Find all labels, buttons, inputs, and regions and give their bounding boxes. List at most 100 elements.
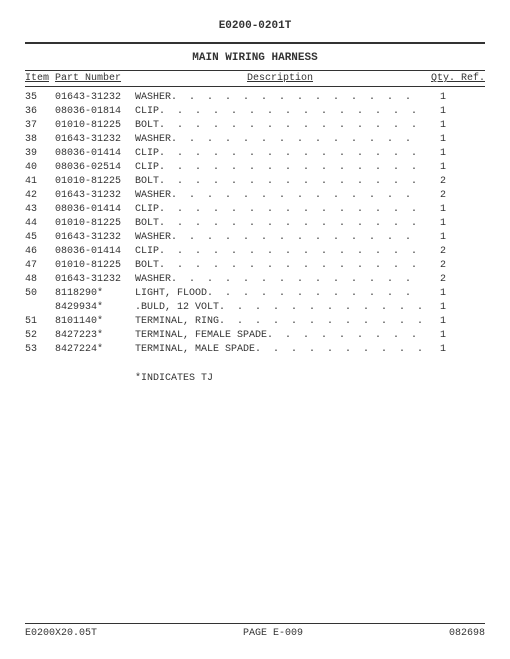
cell-desc: BOLT . . . . . . . . . . . . . . . . . .… — [135, 119, 425, 133]
cell-part: 8118290* — [55, 287, 135, 301]
footnote: *INDICATES TJ — [135, 373, 485, 384]
leader-dots: . . . . . . . . . . . . . . . . . . . . … — [159, 245, 425, 259]
leader-dots: . . . . . . . . . . . . . . . . . . . . … — [171, 231, 425, 245]
cell-part: 08036-01814 — [55, 105, 135, 119]
cell-qty: 1 — [425, 343, 485, 357]
cell-qty: 2 — [425, 259, 485, 273]
cell-qty: 1 — [425, 329, 485, 343]
cell-qty: 1 — [425, 133, 485, 147]
cell-desc: TERMINAL, FEMALE SPADE . . . . . . . . .… — [135, 329, 425, 343]
cell-desc: WASHER . . . . . . . . . . . . . . . . .… — [135, 189, 425, 203]
footer-left: E0200X20.05T — [25, 628, 97, 639]
leader-dots: . . . . . . . . . . . . . . . . . . . . … — [159, 203, 425, 217]
cell-qty: 2 — [425, 245, 485, 259]
cell-desc: CLIP . . . . . . . . . . . . . . . . . .… — [135, 245, 425, 259]
table-row: 8429934*.BULD, 12 VOLT . . . . . . . . .… — [25, 301, 485, 315]
table-row: 508118290*LIGHT, FLOOD . . . . . . . . .… — [25, 287, 485, 301]
cell-desc-text: TERMINAL, FEMALE SPADE — [135, 329, 267, 343]
cell-qty: 1 — [425, 161, 485, 175]
leader-dots: . . . . . . . . . . . . . . . . . . . . … — [159, 161, 425, 175]
cell-qty: 1 — [425, 301, 485, 315]
leader-dots: . . . . . . . . . . . . . . . . . . . . … — [171, 273, 425, 287]
table-row: 3908036-01414CLIP . . . . . . . . . . . … — [25, 147, 485, 161]
cell-desc-text: CLIP — [135, 161, 159, 175]
cell-desc-text: WASHER — [135, 273, 171, 287]
cell-part: 01643-31232 — [55, 189, 135, 203]
cell-item: 46 — [25, 245, 55, 259]
cell-item: 50 — [25, 287, 55, 301]
footer-center: PAGE E-009 — [243, 628, 303, 639]
cell-desc-text: TERMINAL, MALE SPADE — [135, 343, 255, 357]
cell-desc: TERMINAL, RING . . . . . . . . . . . . .… — [135, 315, 425, 329]
cell-qty: 1 — [425, 217, 485, 231]
cell-qty: 1 — [425, 315, 485, 329]
cell-desc: CLIP . . . . . . . . . . . . . . . . . .… — [135, 105, 425, 119]
leader-dots: . . . . . . . . . . . . . . . . . . . . … — [207, 287, 425, 301]
cell-desc-text: CLIP — [135, 147, 159, 161]
cell-desc-text: BOLT — [135, 259, 159, 273]
table-row: 4308036-01414CLIP . . . . . . . . . . . … — [25, 203, 485, 217]
cell-qty: 1 — [425, 105, 485, 119]
cell-desc: BOLT . . . . . . . . . . . . . . . . . .… — [135, 217, 425, 231]
cell-qty: 1 — [425, 91, 485, 105]
cell-part: 8101140* — [55, 315, 135, 329]
cell-item: 47 — [25, 259, 55, 273]
cell-part: 08036-01414 — [55, 147, 135, 161]
cell-desc: CLIP . . . . . . . . . . . . . . . . . .… — [135, 147, 425, 161]
cell-desc-text: WASHER — [135, 91, 171, 105]
cell-item: 36 — [25, 105, 55, 119]
cell-desc: WASHER . . . . . . . . . . . . . . . . .… — [135, 231, 425, 245]
cell-item: 38 — [25, 133, 55, 147]
cell-part: 01643-31232 — [55, 91, 135, 105]
cell-desc: WASHER . . . . . . . . . . . . . . . . .… — [135, 273, 425, 287]
cell-desc-text: CLIP — [135, 245, 159, 259]
cell-desc: TERMINAL, MALE SPADE . . . . . . . . . .… — [135, 343, 425, 357]
table-body: 3501643-31232WASHER . . . . . . . . . . … — [25, 87, 485, 357]
table-row: 4101010-81225BOLT . . . . . . . . . . . … — [25, 175, 485, 189]
cell-item: 53 — [25, 343, 55, 357]
cell-qty: 1 — [425, 203, 485, 217]
table-row: 4501643-31232WASHER . . . . . . . . . . … — [25, 231, 485, 245]
leader-dots: . . . . . . . . . . . . . . . . . . . . … — [159, 119, 425, 133]
table-row: 4401010-81225BOLT . . . . . . . . . . . … — [25, 217, 485, 231]
cell-qty: 1 — [425, 147, 485, 161]
cell-part: 8427224* — [55, 343, 135, 357]
cell-part: 01010-81225 — [55, 175, 135, 189]
cell-desc-text: BOLT — [135, 119, 159, 133]
col-header-part: Part Number — [55, 73, 135, 84]
table-row: 4008036-02514CLIP . . . . . . . . . . . … — [25, 161, 485, 175]
cell-part: 08036-01414 — [55, 245, 135, 259]
doc-number: E0200-0201T — [25, 20, 485, 32]
rule-top — [25, 42, 485, 44]
cell-desc: WASHER . . . . . . . . . . . . . . . . .… — [135, 91, 425, 105]
cell-desc: .BULD, 12 VOLT . . . . . . . . . . . . .… — [135, 301, 425, 315]
cell-desc: LIGHT, FLOOD . . . . . . . . . . . . . .… — [135, 287, 425, 301]
cell-desc-text: BOLT — [135, 175, 159, 189]
table-row: 528427223*TERMINAL, FEMALE SPADE . . . .… — [25, 329, 485, 343]
footer-right: 082698 — [449, 628, 485, 639]
leader-dots: . . . . . . . . . . . . . . . . . . . . … — [255, 343, 425, 357]
cell-qty: 2 — [425, 189, 485, 203]
cell-desc: BOLT . . . . . . . . . . . . . . . . . .… — [135, 259, 425, 273]
leader-dots: . . . . . . . . . . . . . . . . . . . . … — [159, 259, 425, 273]
cell-part: 8427223* — [55, 329, 135, 343]
cell-item: 44 — [25, 217, 55, 231]
table-row: 518101140*TERMINAL, RING . . . . . . . .… — [25, 315, 485, 329]
cell-desc-text: WASHER — [135, 231, 171, 245]
cell-desc-text: WASHER — [135, 133, 171, 147]
cell-qty: 1 — [425, 287, 485, 301]
cell-desc: BOLT . . . . . . . . . . . . . . . . . .… — [135, 175, 425, 189]
table-row: 3801643-31232WASHER . . . . . . . . . . … — [25, 133, 485, 147]
cell-item: 40 — [25, 161, 55, 175]
cell-item: 35 — [25, 91, 55, 105]
cell-item: 48 — [25, 273, 55, 287]
col-header-item: Item — [25, 73, 55, 84]
table-header-row: Item Part Number Description Qty. Ref. — [25, 71, 485, 87]
cell-item: 43 — [25, 203, 55, 217]
cell-qty: 1 — [425, 231, 485, 245]
leader-dots: . . . . . . . . . . . . . . . . . . . . … — [267, 329, 425, 343]
cell-part: 8429934* — [55, 301, 135, 315]
leader-dots: . . . . . . . . . . . . . . . . . . . . … — [219, 301, 425, 315]
cell-item: 52 — [25, 329, 55, 343]
cell-part: 01010-81225 — [55, 119, 135, 133]
